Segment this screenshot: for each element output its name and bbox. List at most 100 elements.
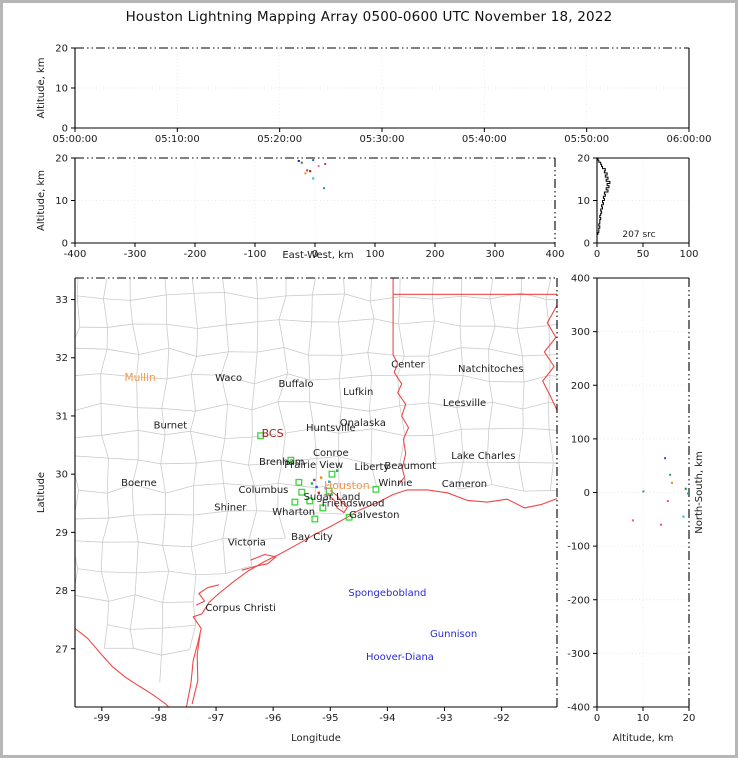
county-border: [278, 295, 287, 320]
lightning-source-point: [664, 457, 667, 460]
county-border: [75, 455, 109, 459]
county-border: [399, 296, 433, 300]
county-border: [277, 462, 283, 484]
county-border: [166, 324, 170, 349]
county-border: [136, 570, 169, 574]
coastline: [195, 584, 220, 606]
county-border: [339, 375, 372, 380]
county-border: [77, 295, 104, 300]
county-border: [278, 319, 312, 323]
county-border: [520, 278, 523, 294]
county-border: [338, 483, 378, 489]
lma-station-marker: [311, 515, 319, 523]
county-border: [136, 240, 167, 241]
county-border: [195, 573, 226, 576]
county-border: [220, 460, 224, 484]
county-border: [341, 407, 370, 412]
county-border: [495, 325, 518, 330]
y-tick-label: 0: [584, 239, 590, 250]
county-border: [309, 401, 342, 408]
lma-station-marker: [298, 488, 306, 496]
plot-frame: [74, 277, 558, 708]
map-label-hoover-diana: Hoover-Diana: [366, 652, 434, 663]
county-border: [220, 351, 229, 376]
county-border: [399, 402, 429, 407]
county-border: [463, 375, 490, 382]
county-border: [607, 320, 611, 348]
county-border: [256, 270, 286, 271]
county-border: [193, 293, 198, 329]
county-border: [338, 428, 372, 434]
map-label-buffalo: Buffalo: [278, 379, 313, 390]
county-border: [226, 321, 258, 326]
county-border: [338, 244, 374, 246]
county-border: [370, 296, 400, 302]
county-border: [190, 514, 195, 547]
y-axis-label: Altitude, km: [36, 58, 47, 119]
county-border: [195, 403, 228, 412]
county-border: [581, 300, 607, 301]
county-border: [522, 354, 550, 357]
county-border: [131, 459, 139, 485]
county-border: [397, 374, 431, 376]
county-border: [256, 510, 278, 512]
county-border: [372, 270, 400, 272]
county-border: [254, 482, 279, 487]
x-tick-label: -100: [244, 249, 267, 260]
county-border: [248, 436, 253, 466]
county-border: [287, 373, 311, 381]
county-border: [338, 456, 372, 465]
county-border: [495, 240, 525, 245]
county-border: [277, 511, 313, 514]
county-border: [522, 355, 525, 383]
county-border: [161, 408, 196, 412]
county-border: [309, 378, 340, 381]
county-border: [552, 266, 584, 271]
county-border: [196, 459, 222, 464]
county-border: [161, 649, 190, 656]
x-tick-label: 400: [545, 249, 564, 260]
county-border: [374, 244, 403, 246]
tick-marks: [593, 277, 690, 711]
county-border: [109, 265, 130, 266]
county-border: [607, 463, 612, 486]
county-border: [580, 347, 611, 353]
county-border: [189, 625, 197, 650]
y-tick-label: 0: [584, 488, 590, 499]
lma-stations-layer: [257, 432, 380, 523]
county-border: [70, 411, 73, 438]
county-border: [193, 291, 225, 294]
county-border: [222, 538, 250, 541]
map-label-columbus: Columbus: [239, 485, 289, 496]
x-tick-label: 50: [637, 249, 650, 260]
county-border: [432, 428, 462, 436]
county-border: [277, 401, 287, 434]
y-tick-label: 300: [571, 327, 590, 338]
map-label-conroe: Conroe: [313, 448, 349, 459]
gridlines: [75, 158, 555, 243]
county-border: [371, 428, 406, 437]
county-border: [165, 430, 191, 436]
state-border: [392, 278, 410, 487]
map-label-liberty: Liberty: [355, 462, 390, 473]
county-border: [132, 484, 166, 494]
county-border: [548, 429, 557, 431]
county-border: [523, 427, 549, 430]
county-border: [224, 404, 228, 439]
county-border: [316, 456, 339, 459]
x-tick-label: 05:50:00: [564, 134, 609, 145]
y-tick-label: 200: [571, 381, 590, 392]
county-border: [312, 487, 317, 513]
county-border: [338, 456, 340, 484]
x-tick-label: -95: [322, 713, 338, 724]
county-border: [196, 351, 229, 357]
lma-station-marker: [257, 432, 265, 440]
map-label-victoria: Victoria: [228, 537, 266, 548]
y-tick-label: -300: [567, 649, 590, 660]
county-border: [338, 321, 343, 356]
county-border: [193, 483, 224, 487]
altitude-histogram-line: [596, 157, 611, 243]
lightning-source-point: [669, 473, 672, 476]
county-border: [431, 298, 435, 322]
